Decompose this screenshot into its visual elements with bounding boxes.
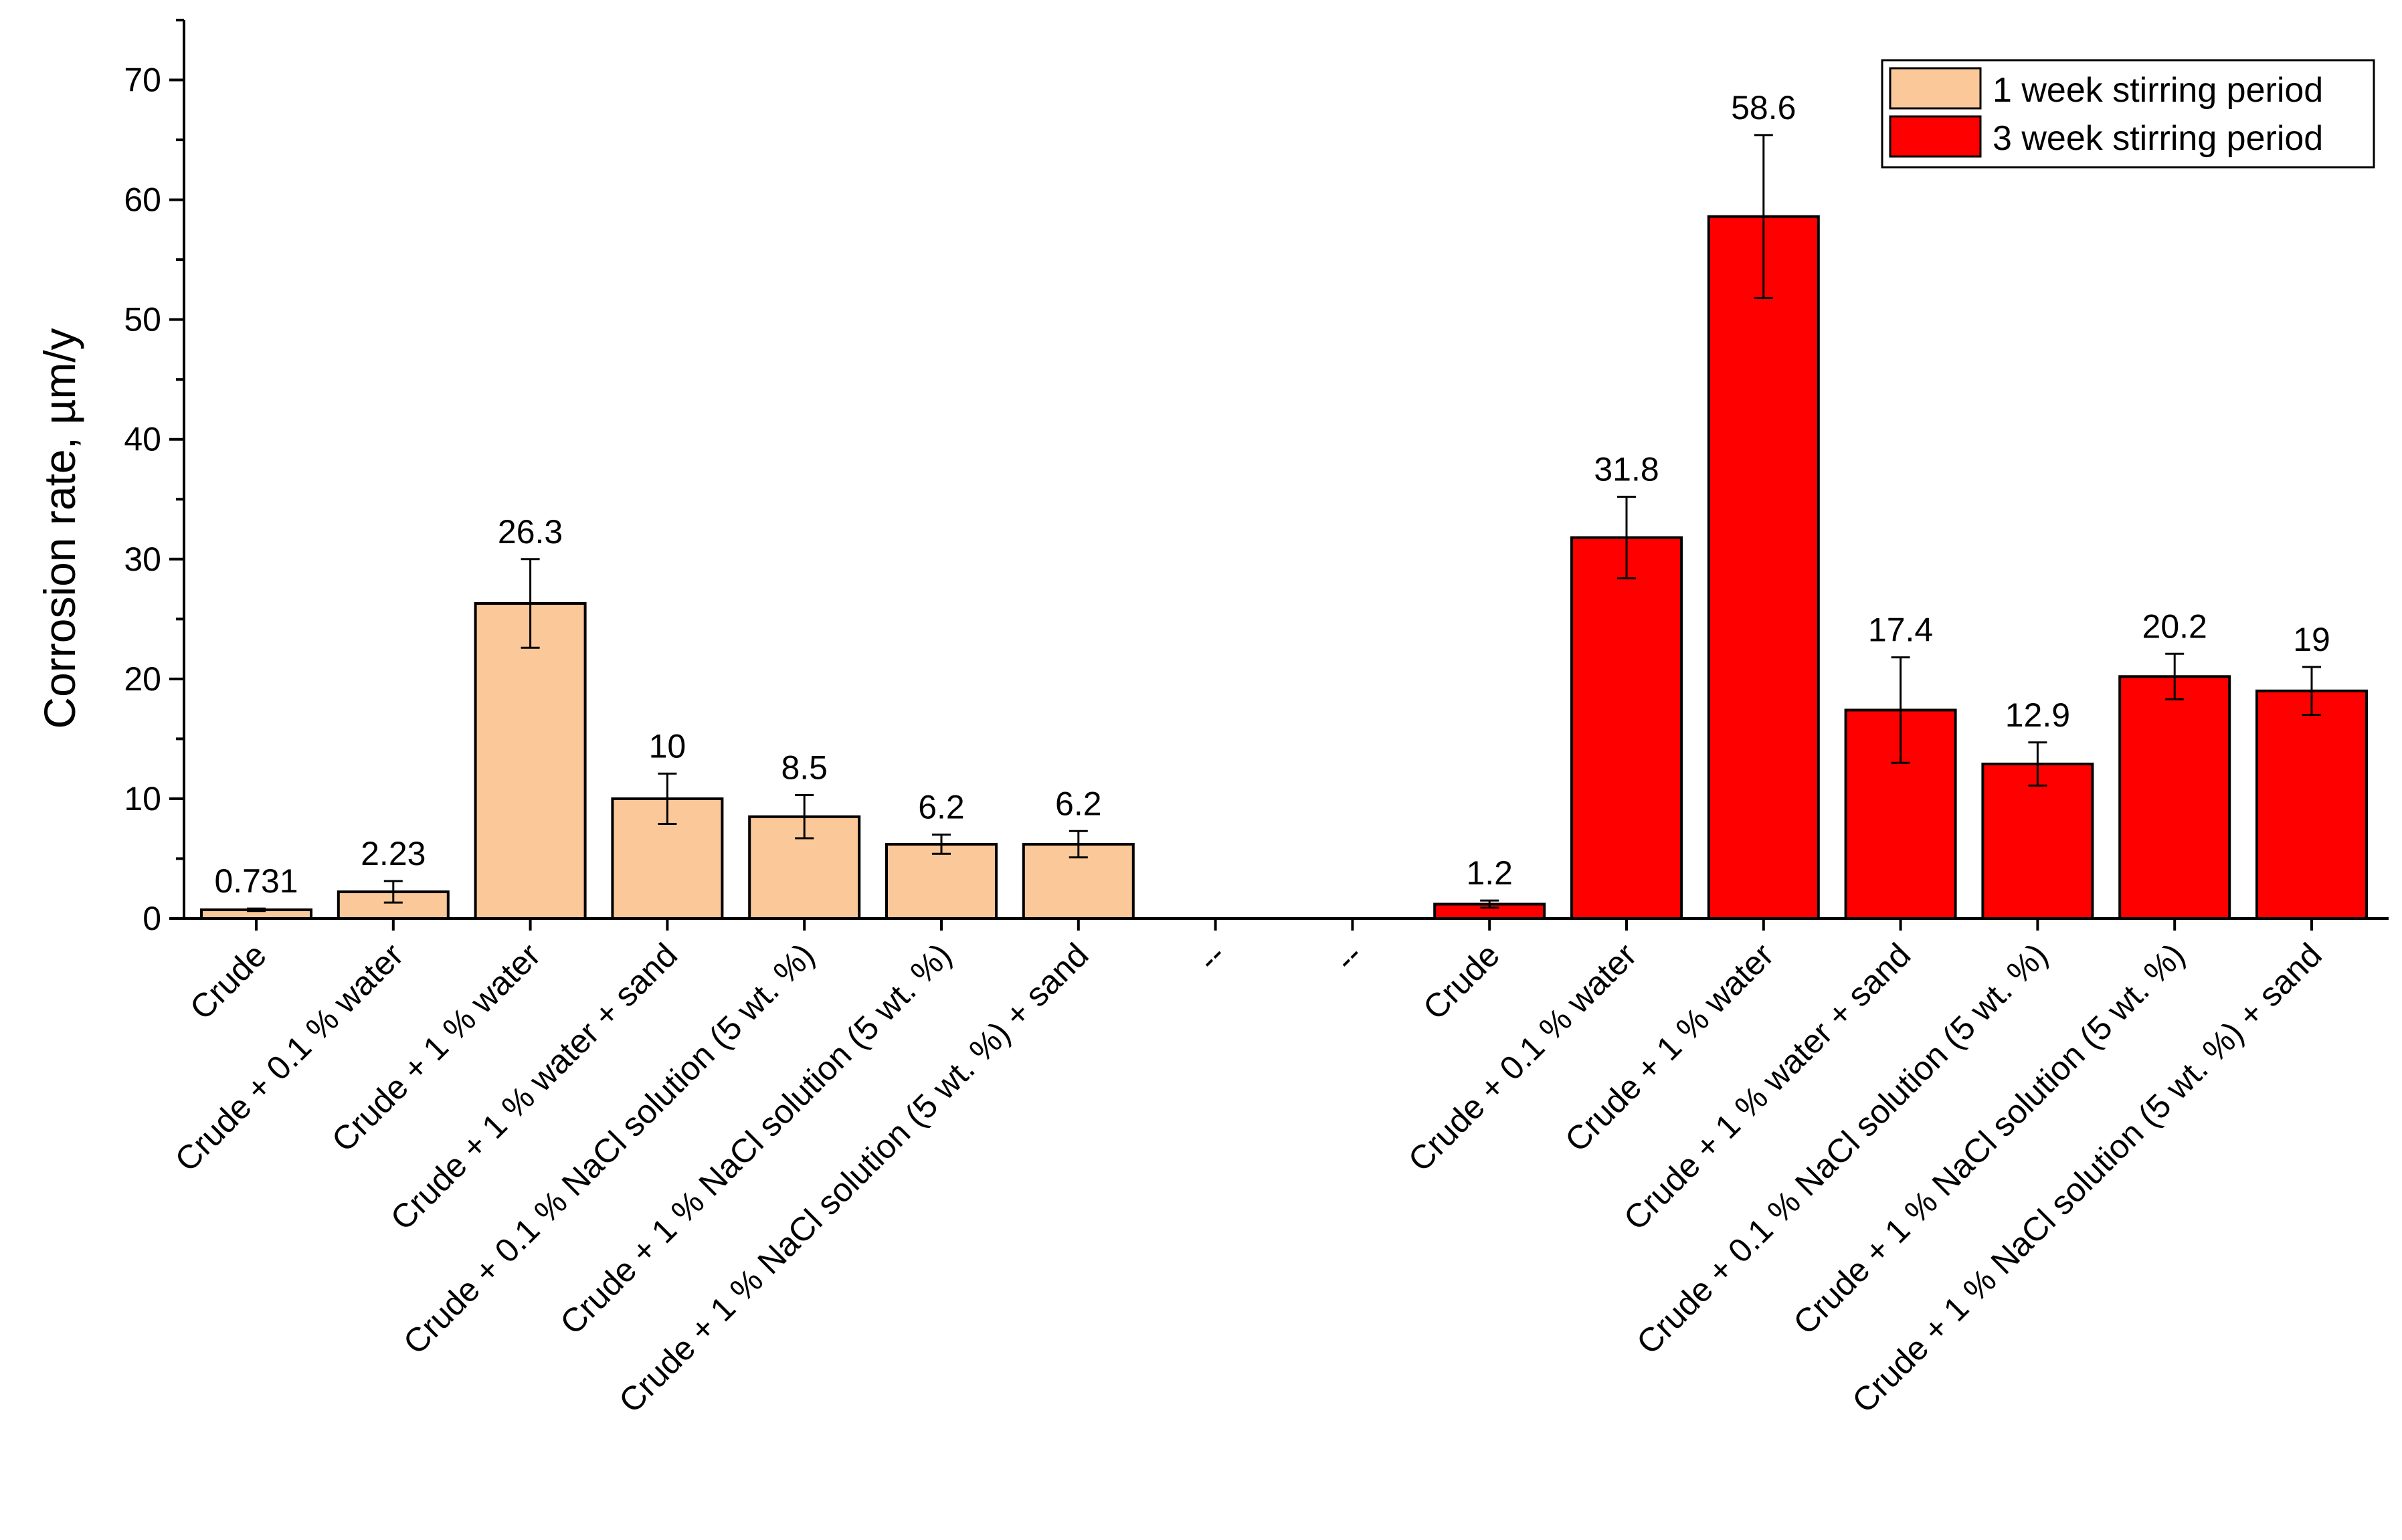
data-label: 8.5 bbox=[781, 749, 828, 787]
x-category-label: Crude bbox=[183, 936, 274, 1027]
x-category-label: Crude + 1 % water + sand bbox=[383, 936, 684, 1237]
data-label: 12.9 bbox=[2005, 696, 2070, 734]
x-category-label: Crude + 0.1 % water bbox=[168, 936, 411, 1179]
y-axis-title: Corrosion rate, µm/y bbox=[35, 328, 84, 729]
y-tick-label: 40 bbox=[124, 421, 161, 458]
y-tick-label: 20 bbox=[124, 660, 161, 698]
data-label: 6.2 bbox=[918, 789, 965, 826]
bar bbox=[474, 602, 587, 921]
data-label: 19 bbox=[2293, 621, 2330, 658]
data-label: 26.3 bbox=[498, 513, 563, 551]
bar bbox=[1981, 763, 2094, 921]
x-category-label: Crude + 1 % NaCl solution (5 wt. %) + sa… bbox=[1845, 936, 2328, 1420]
bar bbox=[885, 842, 998, 920]
data-label: 6.2 bbox=[1055, 785, 1102, 822]
y-tick-label: 0 bbox=[143, 900, 161, 937]
y-tick-label: 30 bbox=[124, 541, 161, 578]
x-category-label: Crude bbox=[1416, 936, 1507, 1027]
legend: 1 week stirring period 3 week stirring pe… bbox=[1881, 59, 2375, 169]
legend-label: 3 week stirring period bbox=[1993, 119, 2323, 158]
data-label: 31.8 bbox=[1594, 451, 1659, 488]
x-category-label: -- bbox=[1190, 936, 1232, 978]
y-tick-label: 50 bbox=[124, 301, 161, 339]
y-tick-label: 70 bbox=[124, 62, 161, 99]
x-category-label: Crude + 1 % NaCl solution (5 wt. %) + sa… bbox=[612, 936, 1095, 1420]
x-category-label: Crude + 0.1 % water bbox=[1401, 936, 1644, 1179]
data-label: 17.4 bbox=[1868, 611, 1933, 649]
bar bbox=[2255, 689, 2368, 920]
bar bbox=[1570, 536, 1683, 920]
legend-swatch bbox=[1889, 67, 1982, 110]
data-label: 20.2 bbox=[2142, 607, 2207, 645]
bar bbox=[1707, 215, 1820, 921]
data-label: 0.731 bbox=[214, 862, 298, 900]
legend-swatch bbox=[1889, 115, 1982, 158]
bar bbox=[2118, 675, 2231, 920]
data-label: 1.2 bbox=[1466, 854, 1513, 892]
data-label: 10 bbox=[649, 727, 686, 765]
x-category-label: Crude + 1 % water + sand bbox=[1616, 936, 1918, 1237]
y-tick-label: 10 bbox=[124, 780, 161, 817]
data-label: 2.23 bbox=[361, 835, 426, 872]
y-tick-label: 60 bbox=[124, 181, 161, 219]
data-label: 58.6 bbox=[1731, 89, 1796, 126]
legend-label: 1 week stirring period bbox=[1993, 71, 2323, 110]
x-category-label: -- bbox=[1327, 936, 1370, 978]
